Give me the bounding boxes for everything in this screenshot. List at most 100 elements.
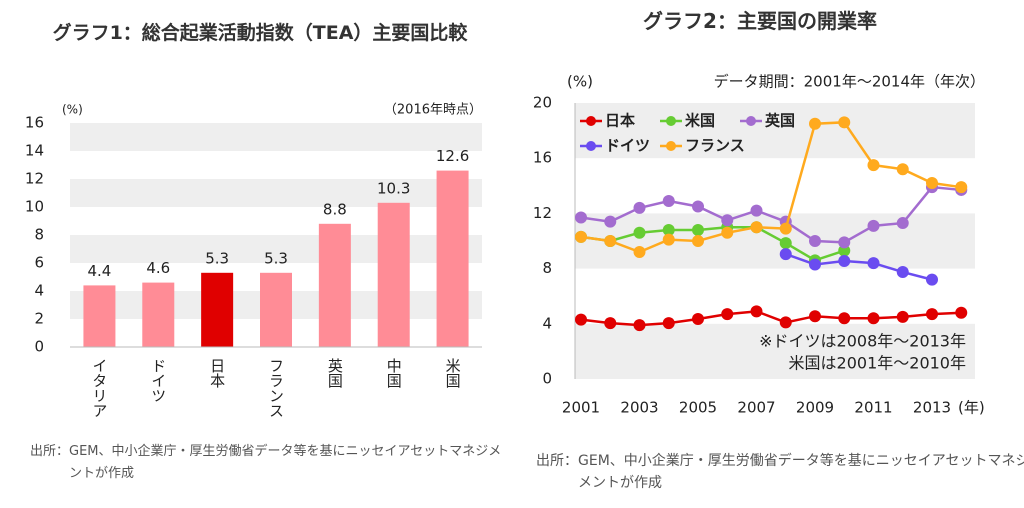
y-tick-label: 16 xyxy=(25,114,44,132)
point xyxy=(604,235,617,247)
point xyxy=(867,312,880,325)
point xyxy=(779,316,792,329)
legend-label: 米国 xyxy=(685,112,715,130)
point xyxy=(604,317,617,330)
point xyxy=(662,194,675,207)
legend-label: 英国 xyxy=(765,112,795,130)
value-label: 5.3 xyxy=(264,249,288,267)
x-tick-label: 日本 xyxy=(208,358,226,388)
x-tick-label: フランス xyxy=(267,358,285,418)
point xyxy=(750,204,763,217)
point xyxy=(721,308,734,321)
point xyxy=(838,312,851,325)
point xyxy=(867,257,880,270)
point xyxy=(779,237,792,250)
point xyxy=(692,223,704,236)
unit-label: (%) xyxy=(567,73,593,91)
unit-label: (%) xyxy=(62,103,83,117)
bar xyxy=(83,285,116,347)
x-tick-label: 2003 xyxy=(620,399,658,417)
point xyxy=(575,211,587,224)
x-tick-label: 英国 xyxy=(326,357,344,388)
y-tick-label: 0 xyxy=(542,370,552,388)
y-tick-label: 8 xyxy=(34,226,44,244)
y-tick-label: 0 xyxy=(34,338,44,356)
bar xyxy=(201,272,234,347)
grid-band xyxy=(70,123,482,151)
x-tick-label: 2011 xyxy=(854,399,892,417)
y-tick-label: 4 xyxy=(542,314,552,332)
point xyxy=(721,214,734,227)
legend-marker xyxy=(666,141,676,151)
value-label: 12.6 xyxy=(436,147,469,165)
point xyxy=(750,221,763,234)
y-tick-label: 4 xyxy=(34,282,44,300)
y-tick-label: 14 xyxy=(25,142,44,160)
point xyxy=(692,235,704,247)
y-tick-label: 16 xyxy=(533,149,552,167)
point xyxy=(604,215,617,228)
note: データ期間：2001年～2014年（年次） xyxy=(714,73,985,91)
point xyxy=(721,226,734,239)
x-tick-label: 2001 xyxy=(562,399,600,417)
legend-label: フランス xyxy=(685,137,745,155)
point xyxy=(633,246,646,259)
point xyxy=(779,248,792,261)
bar xyxy=(142,282,175,347)
value-label: 4.6 xyxy=(146,259,170,277)
point xyxy=(779,222,792,235)
x-tick-label: 2009 xyxy=(796,399,834,417)
point xyxy=(809,310,821,323)
source: 出所：GEM、中小企業庁・厚生労働省データ等を基にニッセイアセットマネジメントが… xyxy=(536,453,1024,491)
grid-band xyxy=(575,103,975,159)
point xyxy=(633,226,646,239)
x-tick-label: イタリア xyxy=(90,358,108,418)
legend-label: ドイツ xyxy=(605,137,650,155)
y-tick-label: 8 xyxy=(542,259,552,277)
x-tick-label: 2005 xyxy=(679,399,717,417)
value-label: 4.4 xyxy=(87,262,111,280)
y-tick-label: 10 xyxy=(25,198,44,216)
point xyxy=(692,312,704,325)
x-tick-label: 2007 xyxy=(737,399,775,417)
point xyxy=(750,305,763,318)
point xyxy=(838,255,851,268)
point xyxy=(926,177,938,190)
bar xyxy=(436,170,469,347)
legend-marker xyxy=(746,116,756,126)
value-label: 5.3 xyxy=(205,249,229,267)
point xyxy=(896,310,909,323)
grid-band xyxy=(70,235,482,263)
value-label: 8.8 xyxy=(323,200,347,218)
legend-marker xyxy=(586,141,596,151)
point xyxy=(867,219,880,232)
series-line xyxy=(580,225,845,262)
x-tick-label: 中国 xyxy=(385,358,403,388)
point xyxy=(896,217,909,230)
bar xyxy=(318,223,351,347)
x-tick-label: 米国 xyxy=(444,358,462,388)
point xyxy=(662,223,675,236)
annotation: 米国は2001年～2010年 xyxy=(789,354,966,373)
grid-band xyxy=(575,323,975,379)
x-tick-label: ドイツ xyxy=(149,358,167,403)
y-tick-label: 6 xyxy=(34,254,44,272)
point xyxy=(575,313,587,326)
y-tick-label: 12 xyxy=(25,170,44,188)
grid-band xyxy=(575,213,975,269)
point xyxy=(955,181,968,194)
point xyxy=(896,163,909,176)
y-tick-label: 2 xyxy=(34,310,44,328)
point xyxy=(955,306,968,319)
point xyxy=(633,319,646,332)
value-label: 10.3 xyxy=(377,179,410,197)
point xyxy=(662,317,675,330)
x-tick-label: 2013 xyxy=(913,399,951,417)
point xyxy=(662,233,675,246)
point xyxy=(838,236,851,249)
bar xyxy=(377,202,410,347)
legend-marker xyxy=(586,116,596,126)
source: 出所：GEM、中小企業庁・厚生労働省データ等を基にニッセイアセットマネジメントが… xyxy=(30,444,502,481)
